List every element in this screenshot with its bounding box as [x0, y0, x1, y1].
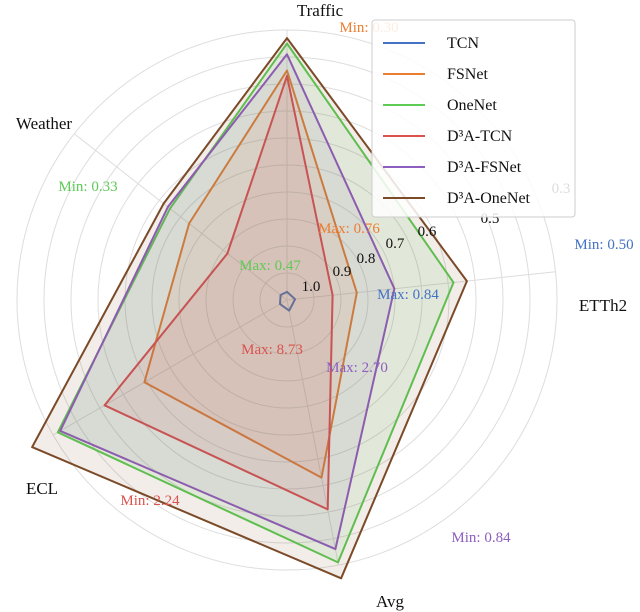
axis-label-weather: Weather	[16, 114, 73, 133]
series-polygon-6	[31, 37, 468, 580]
series-polygon-1	[279, 290, 297, 312]
ring-label: 0.8	[357, 251, 376, 267]
grid-spoke	[73, 133, 288, 301]
axis-label-etth2: ETTh2	[579, 296, 627, 315]
ring-label: 1.0	[302, 279, 321, 295]
annotation-label: Min: 0.50	[574, 237, 633, 253]
series-polygon-3	[56, 42, 455, 564]
legend-entry-label[interactable]: FSNet	[447, 66, 488, 83]
annotation-label: Min: 0.84	[451, 530, 511, 546]
legend[interactable]: TCN FSNet OneNet D³A-TCN D³A-FSNet D³A-OneNet	[371, 19, 576, 218]
grid-spoke	[52, 299, 288, 436]
ring-label: 0.7	[386, 236, 405, 252]
annotation-label: Max: 0.76	[318, 221, 380, 237]
ring-label: 0.9	[333, 264, 352, 280]
series-polygon-5	[59, 53, 396, 551]
annotation-label: Min: 0.33	[58, 179, 117, 195]
legend-entry-label[interactable]: D³A-TCN	[447, 128, 513, 145]
legend-entry-label[interactable]: D³A-FSNet	[447, 159, 522, 176]
annotation-label: Max: 8.73	[241, 342, 303, 358]
legend-entry-label[interactable]: D³A-OneNet	[447, 190, 531, 207]
radar-grid	[16, 29, 558, 571]
grid-spoke	[286, 299, 340, 566]
series-polygon-4	[103, 74, 334, 511]
annotation-label: Min: 2.24	[120, 493, 180, 509]
annotation-label: Max: 2.70	[326, 360, 388, 376]
ring-label: 0.6	[418, 224, 437, 240]
axis-labels: Traffic ETTh2 Avg ECL Weather	[16, 1, 627, 611]
annotation-label: Max: 0.47	[239, 258, 301, 274]
axis-label-traffic: Traffic	[297, 1, 344, 20]
legend-entry-label[interactable]: OneNet	[447, 97, 497, 114]
annotation-label: Max: 0.84	[377, 287, 439, 303]
legend-entry-label[interactable]: TCN	[447, 35, 479, 52]
axis-label-ecl: ECL	[26, 479, 58, 498]
series-polygon-2	[143, 69, 358, 479]
axis-label-avg: Avg	[376, 592, 405, 611]
series-layer	[31, 37, 468, 580]
